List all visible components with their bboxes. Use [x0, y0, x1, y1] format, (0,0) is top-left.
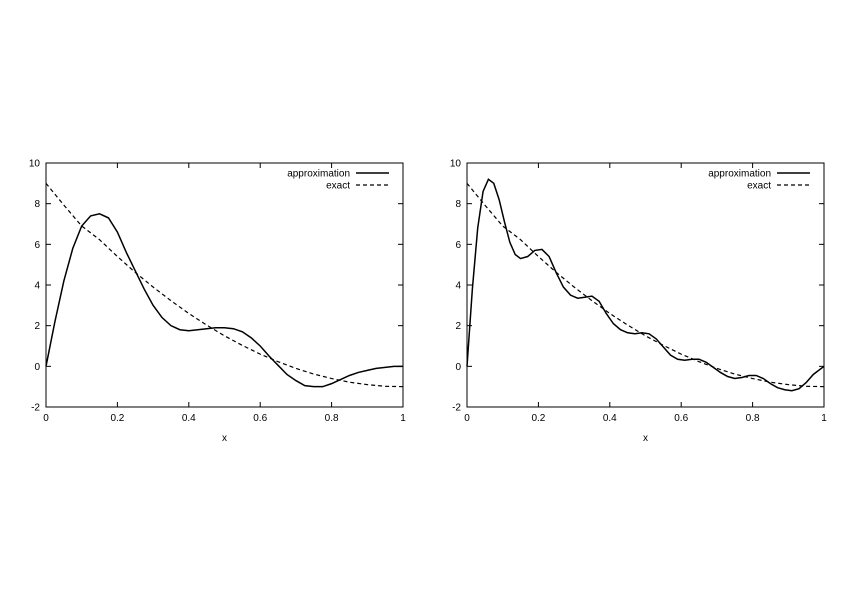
x-tick-label: 1 [400, 413, 406, 424]
y-tick-label: 6 [34, 240, 40, 251]
x-tick-label: 0.8 [325, 413, 339, 424]
x-tick-label: 0.6 [253, 413, 267, 424]
y-tick-label: 10 [450, 159, 462, 170]
legend-label-exact: exact [747, 181, 771, 192]
x-axis-label: x [643, 433, 648, 444]
x-tick-label: 0.8 [746, 413, 760, 424]
series-line-approximation [466, 178, 825, 392]
right-plot-panel: 0 0.2 0.4 0.6 0.8 1-20246810xapproximationexa… [450, 159, 827, 445]
x-tick-label: 0.6 [674, 413, 688, 424]
y-tick-label: 8 [34, 199, 40, 210]
y-tick-label: 0 [34, 362, 40, 373]
series-line-approximation [45, 213, 403, 388]
x-tick-label: 0.4 [182, 413, 196, 424]
y-tick-label: 2 [455, 321, 461, 332]
x-tick-label: 0.4 [603, 413, 617, 424]
y-tick-label: 6 [455, 240, 461, 251]
plot-frame [466, 162, 825, 408]
plot-frame [45, 162, 404, 408]
x-tick-label: 0.2 [531, 413, 545, 424]
y-tick-label: -2 [31, 403, 40, 414]
y-tick-label: 0 [455, 362, 461, 373]
x-tick-label: 1 [821, 413, 827, 424]
legend-label-approximation: approximation [708, 169, 771, 180]
series-line-exact [45, 182, 404, 388]
y-tick-label: 4 [455, 281, 461, 292]
legend-label-approximation: approximation [287, 169, 350, 180]
legend-label-exact: exact [326, 181, 350, 192]
y-tick-label: 4 [34, 281, 40, 292]
y-tick-label: 10 [29, 159, 41, 170]
left-plot-panel: 0 0.2 0.4 0.6 0.8 1-20246810xapproximationexa… [29, 159, 406, 445]
x-axis-label: x [222, 433, 227, 444]
y-tick-label: 2 [34, 321, 40, 332]
y-tick-label: -2 [452, 403, 461, 414]
series-line-exact [466, 182, 825, 388]
x-tick-label: 0.2 [110, 413, 124, 424]
y-tick-label: 8 [455, 199, 461, 210]
x-tick-label: 0 [43, 413, 49, 424]
x-tick-label: 0 [464, 413, 470, 424]
